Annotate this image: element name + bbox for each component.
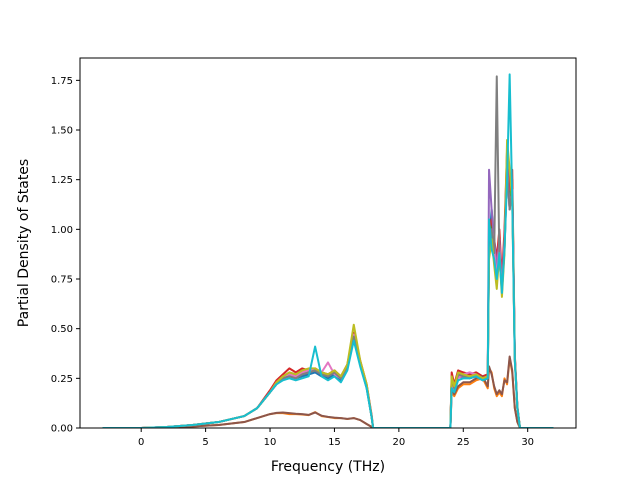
- y-tick-label-0: 0.00: [51, 424, 73, 435]
- y-tick-label-1: 0.25: [51, 374, 73, 385]
- x-tick-label-1: 5: [202, 437, 208, 448]
- x-tick-label-5: 25: [457, 437, 470, 448]
- series-line-6: [102, 355, 554, 428]
- x-tick-label-6: 30: [521, 437, 534, 448]
- x-tick-label-2: 10: [264, 437, 277, 448]
- y-axis: 0.00 0.25 0.50 0.75 1.00 1.25 1.50 1.75: [51, 76, 80, 435]
- y-tick-label-5: 1.25: [51, 175, 73, 186]
- x-tick-label-0: 0: [138, 437, 144, 448]
- y-tick-label-6: 1.50: [51, 126, 73, 137]
- y-tick-label-3: 0.75: [51, 275, 73, 286]
- y-axis-label: Partial Density of States: [16, 159, 32, 327]
- y-tick-label-4: 1.00: [51, 225, 73, 236]
- y-tick-label-2: 0.50: [51, 324, 73, 335]
- plot-area: [80, 58, 576, 428]
- x-axis-label: Frequency (THz): [271, 459, 385, 475]
- plot-frame: [79, 57, 577, 429]
- y-tick-label-7: 1.75: [51, 76, 73, 87]
- series-line-10: [102, 73, 554, 428]
- x-tick-label-3: 15: [328, 437, 341, 448]
- x-axis: 0 5 10 15 20 25 30: [138, 428, 534, 448]
- series-layer: [102, 73, 554, 428]
- x-tick-label-4: 20: [392, 437, 405, 448]
